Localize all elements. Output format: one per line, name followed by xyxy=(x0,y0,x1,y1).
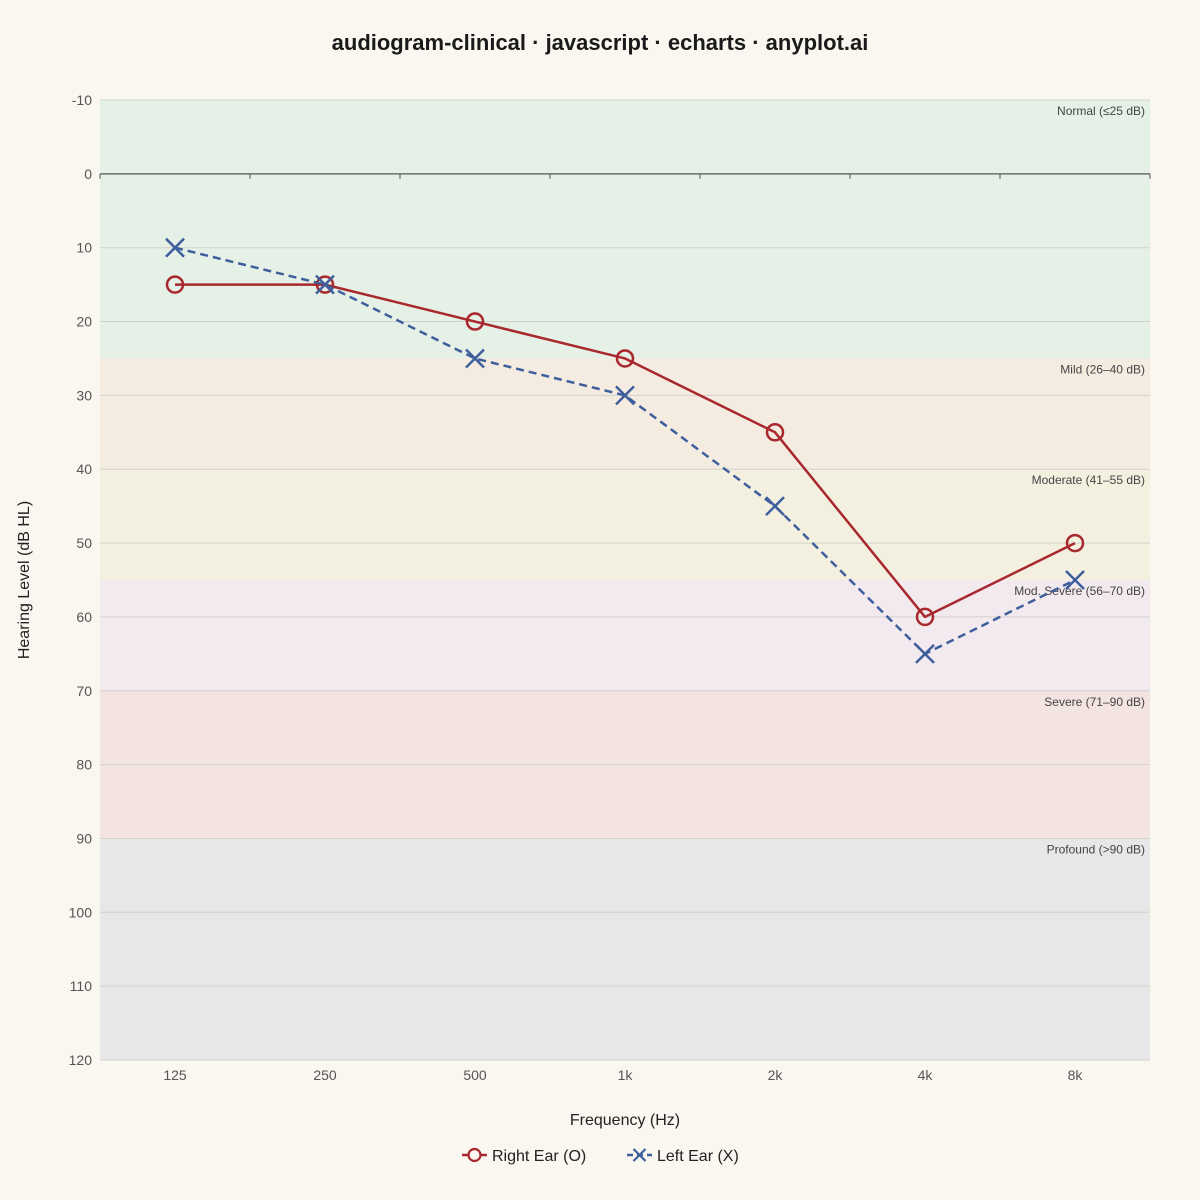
y-tick-label: 90 xyxy=(76,830,92,846)
x-tick-label: 2k xyxy=(768,1067,784,1083)
data-point-cross xyxy=(615,385,635,406)
band-normal-25-db xyxy=(100,100,1150,359)
chart-title: audiogram-clinical · javascript · echart… xyxy=(332,30,869,55)
legend-label: Left Ear (X) xyxy=(657,1148,739,1165)
y-tick-label: 10 xyxy=(76,240,92,256)
band-label-4: Severe (71–90 dB) xyxy=(1044,695,1145,709)
hearing-level-bands xyxy=(100,100,1150,1060)
x-tick-label: 250 xyxy=(313,1067,337,1083)
legend-marker-circle xyxy=(467,1147,482,1163)
legend-marker-cross xyxy=(632,1148,647,1162)
data-point-circle xyxy=(915,607,935,627)
x-axis-line xyxy=(99,173,1151,179)
y-axis-ticks: -10 0 10 20 30 40 50 60 70 80 90 100 110 120 xyxy=(69,92,93,1068)
y-tick-label: 80 xyxy=(76,757,92,773)
x-tick-label: 500 xyxy=(463,1067,487,1083)
band-label-2: Moderate (41–55 dB) xyxy=(1032,473,1145,487)
series-lines xyxy=(165,237,1085,664)
data-point-circle xyxy=(315,275,335,294)
band-mod-severe-56-70-db xyxy=(100,580,1150,691)
band-label-5: Profound (>90 dB) xyxy=(1047,842,1145,856)
band-mild-26-40-db xyxy=(100,358,1150,470)
series-left-ear-x xyxy=(165,237,1085,664)
data-point-cross xyxy=(165,237,185,258)
x-tick-label: 8k xyxy=(1068,1067,1084,1083)
y-tick-label: -10 xyxy=(72,92,92,108)
data-point-circle xyxy=(465,312,485,331)
band-labels: Normal (≤25 dB) Mild (26–40 dB) Moderate (… xyxy=(1014,104,1145,856)
band-label-1: Mild (26–40 dB) xyxy=(1060,362,1145,376)
band-moderate-41-55-db xyxy=(100,469,1150,580)
legend: Right Ear (O) Left Ear (X) xyxy=(462,1147,739,1165)
legend-label: Right Ear (O) xyxy=(492,1148,586,1165)
y-tick-label: 30 xyxy=(76,387,92,403)
data-point-circle xyxy=(765,423,785,442)
x-tick-label: 125 xyxy=(163,1067,187,1083)
data-point-cross xyxy=(465,348,485,369)
legend-item-right-ear-o: Right Ear (O) xyxy=(462,1147,586,1165)
x-axis-title: Frequency (Hz) xyxy=(570,1112,680,1129)
y-tick-label: 50 xyxy=(76,535,92,551)
x-tick-label: 1k xyxy=(618,1067,634,1083)
data-point-cross xyxy=(315,274,335,295)
x-tick-label: 4k xyxy=(918,1067,934,1083)
y-tick-label: 20 xyxy=(76,314,92,330)
data-point-cross xyxy=(765,496,785,517)
y-tick-label: 100 xyxy=(69,904,93,920)
data-point-circle xyxy=(615,349,635,368)
legend-item-left-ear-x: Left Ear (X) xyxy=(627,1148,739,1165)
data-point-circle xyxy=(1065,533,1085,553)
band-profound-90-db xyxy=(100,838,1150,1060)
band-label-0: Normal (≤25 dB) xyxy=(1057,104,1145,118)
y-tick-label: 0 xyxy=(84,166,92,182)
x-axis-ticks: 125 250 500 1k 2k 4k 8k xyxy=(163,1067,1083,1083)
data-point-cross xyxy=(915,643,935,664)
y-tick-label: 40 xyxy=(76,461,92,477)
y-tick-label: 70 xyxy=(76,683,92,699)
data-point-circle xyxy=(165,275,185,294)
y-axis-title: Hearing Level (dB HL) xyxy=(16,501,33,659)
y-tick-label: 110 xyxy=(70,978,93,994)
data-point-cross xyxy=(1065,570,1085,590)
y-tick-label: 60 xyxy=(76,609,92,625)
grid-lines xyxy=(100,99,1150,1061)
y-tick-label: 120 xyxy=(69,1052,93,1068)
